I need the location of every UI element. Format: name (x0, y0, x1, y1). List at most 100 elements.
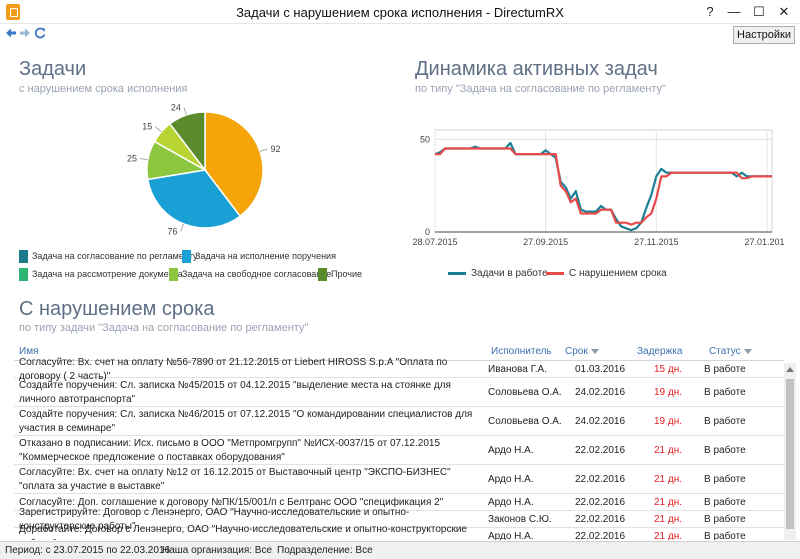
title-bar: Задачи с нарушением срока исполнения - D… (0, 0, 800, 24)
pie-legend-label: Прочие (331, 268, 363, 279)
status-period: Период: с 23.07.2015 по 22.03.2016 (5, 545, 171, 556)
cell-performer: Соловьева О.А. (488, 386, 562, 398)
dynamics-chart-subtitle: по типу "Задача на согласование по регла… (415, 83, 666, 95)
arrow-right-icon[interactable] (19, 27, 31, 41)
app-icon (6, 4, 20, 20)
tasks-widget-subtitle: с нарушением срока исполнения (19, 83, 188, 95)
table-row[interactable]: Согласуйте: Вх. счет на оплату №56-7890 … (14, 357, 784, 382)
cell-delay: 19 дн. (654, 386, 683, 398)
pie-legend-item: Задача на согласование по регламенту (19, 250, 198, 263)
overdue-section-subtitle: по типу задачи "Задача на согласование п… (19, 322, 309, 334)
line-chart: 0 50 28.07.2015 27.09.2015 27.11.2015 27.01.2… (412, 129, 785, 247)
table-row[interactable]: Доработайте: Договор с Ленэнерго, ОАО "Н… (14, 523, 784, 541)
cell-delay: 21 дн. (654, 473, 683, 485)
cell-deadline: 01.03.2016 (575, 363, 626, 375)
pie-legend: Задача на согласование по регламенту Зад… (19, 250, 362, 290)
table-row[interactable]: Создайте поручения: Сл. записка №46/2015… (14, 407, 784, 436)
pie-label-line (259, 148, 268, 152)
cell-delay: 15 дн. (654, 363, 683, 375)
cell-status: В работе (704, 473, 746, 485)
arrow-left-icon[interactable] (5, 27, 17, 41)
status-bar: Период: с 23.07.2015 по 22.03.2016 Наша … (0, 541, 800, 559)
pie-label-line (139, 158, 148, 161)
pie-value-label: 92 (271, 144, 281, 154)
cell-deadline: 24.02.2016 (575, 386, 626, 398)
table-row[interactable]: Отказано в подписании: Исх. письмо в ООО… (14, 436, 784, 465)
refresh-icon[interactable] (34, 27, 46, 41)
sort-arrow-icon (743, 348, 752, 354)
line-legend-label: Задачи в работе (471, 268, 548, 279)
tasks-widget-title: Задачи (19, 58, 87, 80)
window-title: Задачи с нарушением срока исполнения - D… (236, 5, 564, 20)
maximize-button[interactable]: ☐ (753, 4, 765, 19)
legend-swatch (182, 250, 191, 263)
column-header-deadline-label: Срок (565, 346, 588, 357)
table-row[interactable]: Согласуйте: Доп. соглашение к договору №… (14, 494, 784, 511)
column-header-performer[interactable]: Исполнитель (491, 346, 552, 357)
pie-value-label: 76 (168, 226, 178, 236)
pie-legend-item: Задача на исполнение поручения (182, 250, 336, 263)
column-header-name[interactable]: Имя (19, 346, 39, 357)
column-header-deadline[interactable]: Срок (565, 344, 599, 360)
cell-name: Согласуйте: Вх. счет на оплату №12 от 16… (19, 466, 451, 492)
table-row[interactable]: Создайте поручения: Сл. записка №45/2015… (14, 378, 784, 407)
cell-performer: Соловьева О.А. (488, 415, 562, 427)
table-row[interactable]: Согласуйте: Вх. счет на оплату №12 от 16… (14, 465, 784, 494)
pie-slice[interactable] (204, 111, 264, 218)
cell-status: В работе (704, 530, 746, 541)
x-tick-label: 27.11.2015 (634, 237, 678, 247)
legend-swatch (546, 271, 564, 275)
cell-performer: Ардо Н.А. (488, 530, 534, 541)
plot-area (434, 129, 773, 233)
x-tick-label: 28.07.2015 (412, 237, 457, 247)
cell-delay: 21 дн. (654, 513, 683, 525)
overdue-table: Имя Исполнитель Срок Задержка Статус Сог… (14, 344, 798, 540)
pie-legend-label: Задача на согласование по регламенту (32, 250, 198, 261)
cell-delay: 21 дн. (654, 444, 683, 456)
cell-deadline: 22.02.2016 (575, 530, 626, 541)
close-button[interactable]: ✕ (778, 4, 790, 19)
legend-swatch (448, 271, 466, 275)
line-legend-label: С нарушением срока (569, 268, 667, 279)
cell-performer: Ардо Н.А. (488, 473, 534, 485)
status-organization: Наша организация: Все (162, 545, 273, 556)
scrollbar-thumb[interactable] (786, 379, 794, 529)
table-scrollbar[interactable] (784, 363, 796, 540)
pie-value-label: 24 (171, 102, 181, 112)
pie-value-label: 25 (127, 153, 137, 163)
cell-status: В работе (704, 513, 746, 525)
cell-deadline: 22.02.2016 (575, 513, 626, 525)
pie-legend-item: Прочие (318, 268, 362, 281)
legend-swatch (19, 268, 28, 281)
settings-button[interactable]: Настройки (733, 26, 795, 44)
line-legend-item: С нарушением срока (546, 268, 667, 279)
pie-slice[interactable] (146, 169, 242, 229)
table-row[interactable]: Зарегистрируйте: Договор с Ленэнерго, ОА… (14, 507, 784, 532)
cell-status: В работе (704, 415, 746, 427)
overdue-section-title: С нарушением срока (19, 298, 215, 320)
pie-label-line (180, 223, 184, 232)
column-header-status[interactable]: Статус (709, 344, 752, 360)
cell-name: Доработайте: Договор с Ленэнерго, ОАО "Н… (19, 523, 467, 541)
cell-delay: 21 дн. (654, 530, 683, 541)
dynamics-chart-title: Динамика активных задач (415, 58, 658, 80)
column-header-delay[interactable]: Задержка (637, 346, 683, 357)
legend-swatch (318, 268, 327, 281)
pie-legend-label: Задача на рассмотрение документа (32, 268, 183, 279)
pie-label-line (183, 107, 187, 116)
minimize-button[interactable]: — (727, 4, 741, 19)
x-tick-label: 27.01.2016 (744, 237, 785, 247)
cell-deadline: 24.02.2016 (575, 415, 626, 427)
legend-swatch (169, 268, 178, 281)
pie-slice[interactable] (168, 111, 206, 173)
cell-performer: Ардо Н.А. (488, 496, 534, 508)
cell-performer: Ардо Н.А. (488, 444, 534, 456)
cell-performer: Иванова Г.А. (488, 363, 547, 375)
help-button[interactable]: ? (706, 4, 714, 19)
cell-delay: 19 дн. (654, 415, 683, 427)
column-header-status-label: Статус (709, 346, 741, 357)
pie-legend-label: Задача на исполнение поручения (195, 250, 336, 261)
pie-label-line (155, 126, 162, 133)
scroll-up-icon[interactable] (786, 367, 794, 372)
cell-name: Создайте поручения: Сл. записка №45/2015… (19, 379, 451, 405)
